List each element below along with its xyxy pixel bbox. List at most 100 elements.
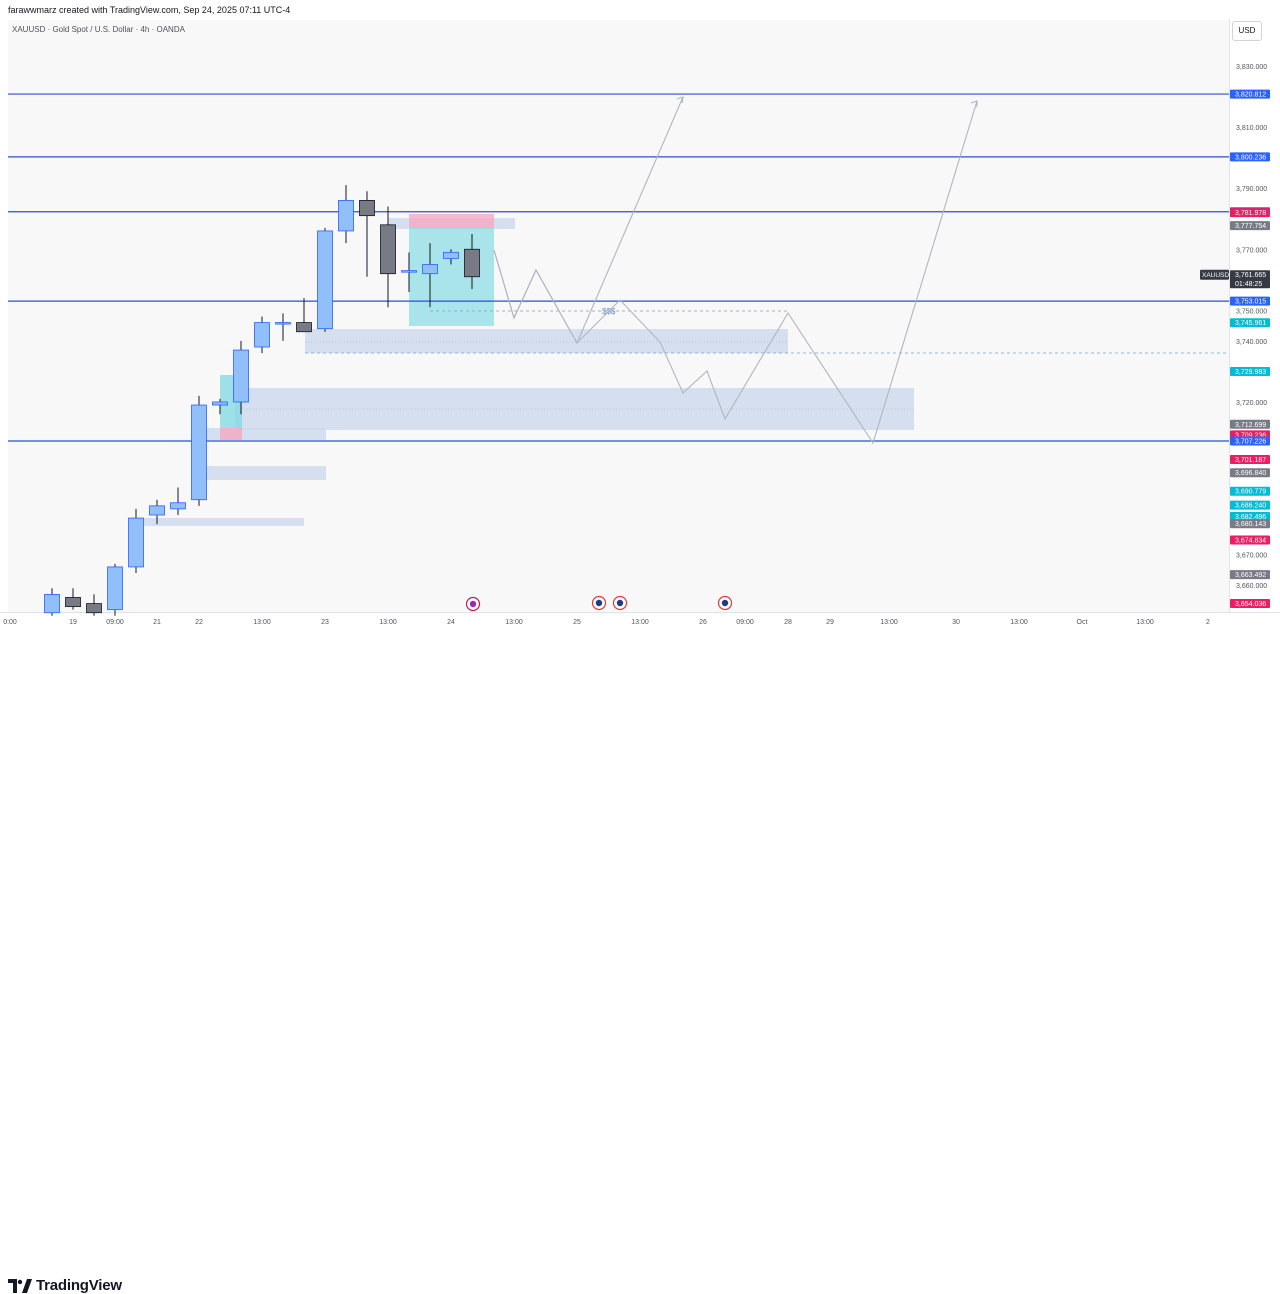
- candle-body-8: [212, 401, 228, 406]
- price-label-text-17: 3,680.143: [1235, 521, 1266, 528]
- x-tick-label-16: 13:00: [880, 619, 898, 626]
- candle-body-4: [128, 517, 144, 568]
- price-label-text-7: 3,745.961: [1235, 320, 1266, 327]
- header-bar: farawwmarz created with TradingView.com,…: [0, 0, 1280, 20]
- y-tick-label-2: 3,790.000: [1236, 186, 1267, 193]
- price-label-bg-18: [1230, 535, 1270, 545]
- currency-button[interactable]: USD: [1232, 21, 1262, 41]
- x-tick-label-21: 2: [1206, 619, 1210, 626]
- x-tick-label-5: 13:00: [253, 619, 271, 626]
- price-label-bg-20: [1230, 598, 1270, 608]
- symbol-tag-text: XAUUSD: [1202, 272, 1229, 279]
- time-scale-border: [0, 612, 1280, 613]
- long-position-profit: [409, 228, 494, 326]
- price-label-bg-11: [1230, 436, 1270, 446]
- long-position-stop: [409, 214, 494, 228]
- y-tick-label-0: 3,830.000: [1236, 64, 1267, 71]
- x-tick-label-3: 21: [153, 619, 161, 626]
- projection-path-1: [493, 100, 978, 445]
- price-label-text-11: 3,707.226: [1235, 439, 1266, 446]
- tradingview-logo[interactable]: TradingView: [8, 1277, 122, 1294]
- price-label-bg-0: [1230, 89, 1270, 99]
- x-tick-label-12: 26: [699, 619, 707, 626]
- candle-body-17: [401, 270, 417, 273]
- price-label-text-10: 3,709.236: [1235, 432, 1266, 439]
- x-tick-label-6: 23: [321, 619, 329, 626]
- candle-body-11: [275, 322, 291, 325]
- y-tick-label-8: 3,660.000: [1236, 583, 1267, 590]
- price-label-text-20: 3,654.036: [1235, 601, 1266, 608]
- y-tick-label-5: 3,740.000: [1236, 339, 1267, 346]
- plot-area[interactable]: [8, 20, 1229, 612]
- price-label-countdown-5: 01:48:25: [1235, 281, 1262, 288]
- price-label-bg-8: [1230, 366, 1270, 376]
- price-label-bg-15: [1230, 500, 1270, 510]
- price-label-text-1: 3,800.236: [1235, 154, 1266, 161]
- x-tick-label-4: 22: [195, 619, 203, 626]
- tradingview-logo-icon: [8, 1278, 32, 1293]
- price-label-text-16: 3,682.496: [1235, 514, 1266, 521]
- price-label-text-6: 3,753.015: [1235, 299, 1266, 306]
- candle-body-15: [359, 199, 375, 217]
- x-tick-label-13: 09:00: [736, 619, 754, 626]
- candle-body-5: [149, 505, 165, 516]
- candle-body-9: [233, 349, 249, 403]
- candle-body-2: [86, 603, 102, 614]
- price-label-bg-17: [1230, 519, 1270, 529]
- price-label-bg-19: [1230, 570, 1270, 580]
- event-marker-dot-2: [616, 599, 624, 607]
- price-label-bg-5: [1230, 270, 1270, 289]
- price-scale-border: [1229, 19, 1230, 613]
- price-label-text-18: 3,674.834: [1235, 537, 1266, 544]
- x-tick-label-14: 28: [784, 619, 792, 626]
- x-tick-label-10: 25: [573, 619, 581, 626]
- candle-body-0: [44, 594, 60, 614]
- x-tick-label-0: 0:00: [3, 619, 17, 626]
- price-label-text-15: 3,686.240: [1235, 503, 1266, 510]
- y-tick-label-7: 3,670.000: [1236, 553, 1267, 560]
- price-label-bg-3: [1230, 208, 1270, 218]
- price-label-bg-16: [1230, 512, 1270, 522]
- price-label-text-14: 3,690.779: [1235, 489, 1266, 496]
- candle-body-7: [191, 404, 207, 501]
- zone-4: [143, 518, 304, 526]
- candle-body-10: [254, 322, 270, 348]
- x-tick-label-20: 13:00: [1136, 619, 1154, 626]
- chart-svg[interactable]: $$$3,830.0003,810.0003,790.0003,770.0003…: [0, 0, 1280, 634]
- price-label-text-12: 3,701.187: [1235, 457, 1266, 464]
- projection-arrowhead-1: [970, 100, 978, 107]
- price-label-bg-7: [1230, 318, 1270, 328]
- price-label-text-9: 3,712.699: [1235, 422, 1266, 429]
- candle-body-16: [380, 224, 396, 275]
- candle-body-14: [338, 199, 354, 232]
- price-label-text-3: 3,781.978: [1235, 210, 1266, 217]
- candle-body-13: [317, 230, 333, 330]
- event-marker-dot-0: [469, 600, 477, 608]
- price-label-text-5: 3,761.665: [1235, 272, 1266, 279]
- price-label-text-4: 3,777.754: [1235, 223, 1266, 230]
- symbol-tag-bg: [1200, 269, 1229, 280]
- x-tick-label-2: 09:00: [106, 619, 124, 626]
- x-tick-label-8: 24: [447, 619, 455, 626]
- footer: TradingView: [0, 634, 1280, 1294]
- y-tick-label-1: 3,810.000: [1236, 125, 1267, 132]
- price-label-bg-12: [1230, 454, 1270, 464]
- price-label-text-13: 3,696.840: [1235, 470, 1266, 477]
- price-label-bg-14: [1230, 486, 1270, 496]
- price-label-text-0: 3,820.812: [1235, 92, 1266, 99]
- projection-path-0: [493, 96, 684, 345]
- candle-body-3: [107, 566, 123, 611]
- candle-body-18: [422, 264, 438, 275]
- x-tick-label-1: 19: [69, 619, 77, 626]
- x-tick-label-7: 13:00: [379, 619, 397, 626]
- x-tick-label-9: 13:00: [505, 619, 523, 626]
- x-tick-label-18: 13:00: [1010, 619, 1028, 626]
- candle-body-1: [65, 597, 81, 608]
- tradingview-brand: TradingView: [36, 1277, 122, 1294]
- projection-arrowhead-0: [676, 96, 684, 104]
- symbol-title[interactable]: XAUUSD · Gold Spot / U.S. Dollar · 4h · …: [12, 25, 185, 34]
- event-marker-dot-1: [595, 599, 603, 607]
- price-label-bg-13: [1230, 468, 1270, 478]
- zone-3: [206, 466, 326, 480]
- price-label-text-8: 3,729.983: [1235, 369, 1266, 376]
